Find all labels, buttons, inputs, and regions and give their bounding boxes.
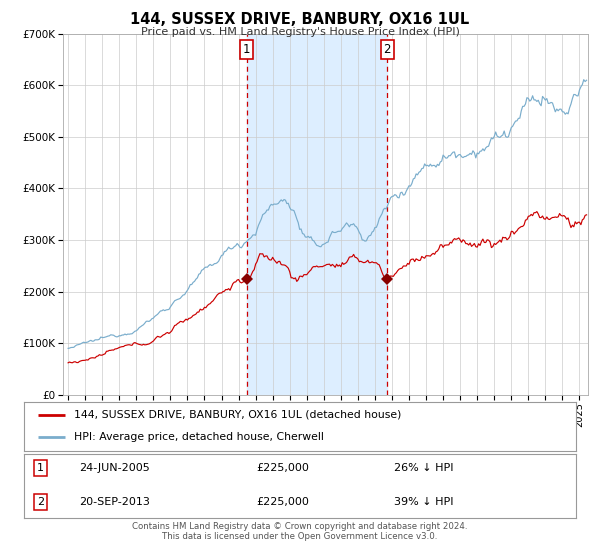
Text: 1: 1 — [37, 463, 44, 473]
Text: 24-JUN-2005: 24-JUN-2005 — [79, 463, 150, 473]
Text: £225,000: £225,000 — [256, 497, 309, 507]
Bar — [247, 34, 387, 395]
Text: 2: 2 — [37, 497, 44, 507]
Text: This data is licensed under the Open Government Licence v3.0.: This data is licensed under the Open Gov… — [163, 532, 437, 541]
Text: HPI: Average price, detached house, Cherwell: HPI: Average price, detached house, Cher… — [74, 432, 323, 442]
Text: 20-SEP-2013: 20-SEP-2013 — [79, 497, 150, 507]
Text: 39% ↓ HPI: 39% ↓ HPI — [394, 497, 454, 507]
Text: Contains HM Land Registry data © Crown copyright and database right 2024.: Contains HM Land Registry data © Crown c… — [132, 522, 468, 531]
Text: 2: 2 — [383, 43, 391, 55]
Text: 144, SUSSEX DRIVE, BANBURY, OX16 1UL (detached house): 144, SUSSEX DRIVE, BANBURY, OX16 1UL (de… — [74, 410, 401, 420]
Text: 1: 1 — [243, 43, 250, 55]
Text: 144, SUSSEX DRIVE, BANBURY, OX16 1UL: 144, SUSSEX DRIVE, BANBURY, OX16 1UL — [130, 12, 470, 27]
Text: £225,000: £225,000 — [256, 463, 309, 473]
Text: Price paid vs. HM Land Registry's House Price Index (HPI): Price paid vs. HM Land Registry's House … — [140, 27, 460, 37]
Text: 26% ↓ HPI: 26% ↓ HPI — [394, 463, 454, 473]
